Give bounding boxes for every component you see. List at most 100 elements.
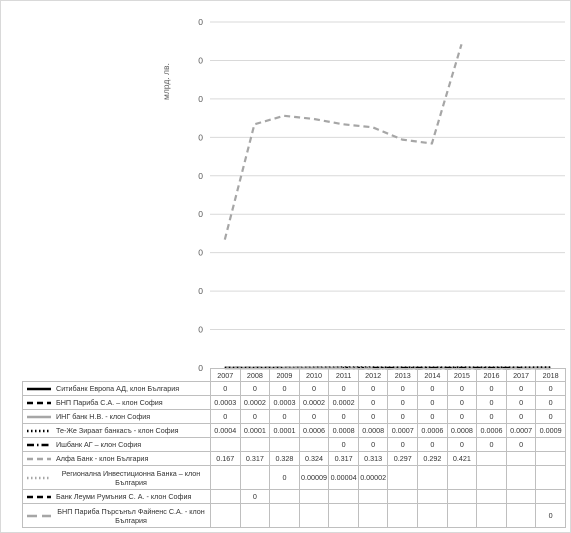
y-tick-label: 0 bbox=[198, 94, 203, 104]
data-label: 0 bbox=[357, 395, 389, 410]
data-label: 0 bbox=[505, 395, 537, 410]
data-label bbox=[417, 489, 448, 504]
data-label: 0 bbox=[446, 437, 478, 452]
x-tick-label: 2017 bbox=[505, 368, 537, 382]
data-label: 0 bbox=[535, 409, 566, 424]
legend-entry: Банк Леуми Румъния С. А. - клон София bbox=[22, 489, 211, 504]
legend-label: Ситибанк Европа АД, клон България bbox=[56, 384, 180, 394]
data-label bbox=[239, 465, 271, 490]
data-label: 0 bbox=[239, 489, 271, 504]
data-label: 0.0009 bbox=[535, 423, 566, 438]
legend-entry: Регионална Инвестиционна Банка – клон Бъ… bbox=[22, 465, 211, 490]
x-tick-label: 2016 bbox=[476, 368, 507, 382]
data-label bbox=[505, 465, 537, 490]
series-line-5 bbox=[223, 43, 463, 240]
data-label bbox=[535, 451, 566, 466]
x-tick-label: 2009 bbox=[269, 368, 300, 382]
data-label: 0.313 bbox=[357, 451, 389, 466]
y-tick-label: 0 bbox=[198, 363, 203, 373]
data-label: 0.0008 bbox=[446, 423, 478, 438]
table-row: Ситибанк Европа АД, клон България 0 0 0 0 0 0 0… bbox=[22, 381, 566, 396]
legend-swatch bbox=[26, 474, 52, 482]
x-tick-label: 2010 bbox=[298, 368, 330, 382]
legend-swatch bbox=[26, 493, 52, 501]
data-label bbox=[476, 489, 507, 504]
data-label: 0 bbox=[446, 381, 478, 396]
data-label bbox=[239, 437, 271, 452]
x-tick-label: 2013 bbox=[387, 368, 419, 382]
data-label: 0.0002 bbox=[298, 395, 330, 410]
data-label: 0 bbox=[387, 381, 419, 396]
data-label: 0 bbox=[535, 381, 566, 396]
table-row: БНП Париба С.А. – клон София 0.0003 0.0002… bbox=[22, 395, 566, 410]
data-label bbox=[505, 451, 537, 466]
data-label: 0.0004 bbox=[210, 423, 241, 438]
data-label: 0.0007 bbox=[387, 423, 419, 438]
data-label: 0 bbox=[476, 381, 507, 396]
data-label: 0.0001 bbox=[239, 423, 271, 438]
table-row: Ишбанк АГ – клон София 0 0 0 0 0 0 0 bbox=[22, 437, 566, 452]
data-label: 0.421 bbox=[446, 451, 478, 466]
legend-entry: Ситибанк Европа АД, клон България bbox=[22, 381, 211, 396]
data-label: 0 bbox=[417, 437, 448, 452]
data-label bbox=[387, 489, 419, 504]
data-label: 0 bbox=[505, 381, 537, 396]
data-label: 0 bbox=[387, 437, 419, 452]
data-label: 0 bbox=[446, 395, 478, 410]
data-label bbox=[298, 437, 330, 452]
x-tick-label: 2015 bbox=[446, 368, 478, 382]
data-label: 0 bbox=[476, 437, 507, 452]
table-row: Те-Же Зираат банкасъ - клон София 0.0004 0… bbox=[22, 423, 566, 438]
legend-entry: Алфа Банк - клон България bbox=[22, 451, 211, 466]
data-label: 0.317 bbox=[328, 451, 359, 466]
data-label: 0 bbox=[269, 465, 300, 490]
x-tick-label: 2018 bbox=[535, 368, 566, 382]
data-label bbox=[210, 437, 241, 452]
data-label bbox=[535, 465, 566, 490]
data-label: 0.0006 bbox=[417, 423, 448, 438]
y-tick-label: 0 bbox=[198, 132, 203, 142]
data-label: 0.0003 bbox=[269, 395, 300, 410]
data-label: 0 bbox=[210, 409, 241, 424]
legend-swatch bbox=[26, 399, 52, 407]
data-label: 0.0006 bbox=[476, 423, 507, 438]
data-label bbox=[210, 503, 241, 528]
data-label: 0 bbox=[357, 381, 389, 396]
data-label: 0.00009 bbox=[298, 465, 330, 490]
data-label: 0 bbox=[328, 381, 359, 396]
data-table: 2007 2008 2009 2010 2011 2012 2013 2014 2015 2016… bbox=[22, 368, 566, 528]
data-label bbox=[298, 503, 330, 528]
data-label bbox=[476, 451, 507, 466]
table-corner bbox=[22, 368, 211, 382]
data-label: 0.292 bbox=[417, 451, 448, 466]
data-label: 0 bbox=[535, 503, 566, 528]
data-label bbox=[210, 465, 241, 490]
legend-entry: БНП Париба Пърсънъл Файненс С.А. - клон … bbox=[22, 503, 211, 528]
data-label: 0.297 bbox=[387, 451, 419, 466]
x-tick-label: 2007 bbox=[210, 368, 241, 382]
data-label bbox=[298, 489, 330, 504]
legend-label: ИНГ банк Н.В. - клон София bbox=[56, 412, 151, 422]
data-label: 0.167 bbox=[210, 451, 241, 466]
y-tick-label: 0 bbox=[198, 17, 203, 27]
table-row: БНП Париба Пърсънъл Файненс С.А. - клон … bbox=[22, 503, 566, 528]
data-label: 0 bbox=[298, 409, 330, 424]
x-tick-label: 2008 bbox=[239, 368, 271, 382]
data-label: 0 bbox=[417, 395, 448, 410]
data-label: 0 bbox=[269, 381, 300, 396]
data-label: 0.0007 bbox=[505, 423, 537, 438]
x-tick-label: 2012 bbox=[357, 368, 389, 382]
data-label: 0 bbox=[505, 437, 537, 452]
legend-label: Банк Леуми Румъния С. А. - клон София bbox=[56, 492, 192, 502]
data-label bbox=[387, 465, 419, 490]
data-label: 0 bbox=[446, 409, 478, 424]
data-label bbox=[210, 489, 241, 504]
data-label bbox=[446, 465, 478, 490]
table-row: Алфа Банк - клон България 0.167 0.317 0.328… bbox=[22, 451, 566, 466]
data-label: 0.0006 bbox=[298, 423, 330, 438]
legend-entry: Те-Же Зираат банкасъ - клон София bbox=[22, 423, 211, 438]
data-label: 0 bbox=[269, 409, 300, 424]
x-tick-label: 2014 bbox=[417, 368, 448, 382]
legend-label: Ишбанк АГ – клон София bbox=[56, 440, 142, 450]
data-label: 0 bbox=[417, 409, 448, 424]
